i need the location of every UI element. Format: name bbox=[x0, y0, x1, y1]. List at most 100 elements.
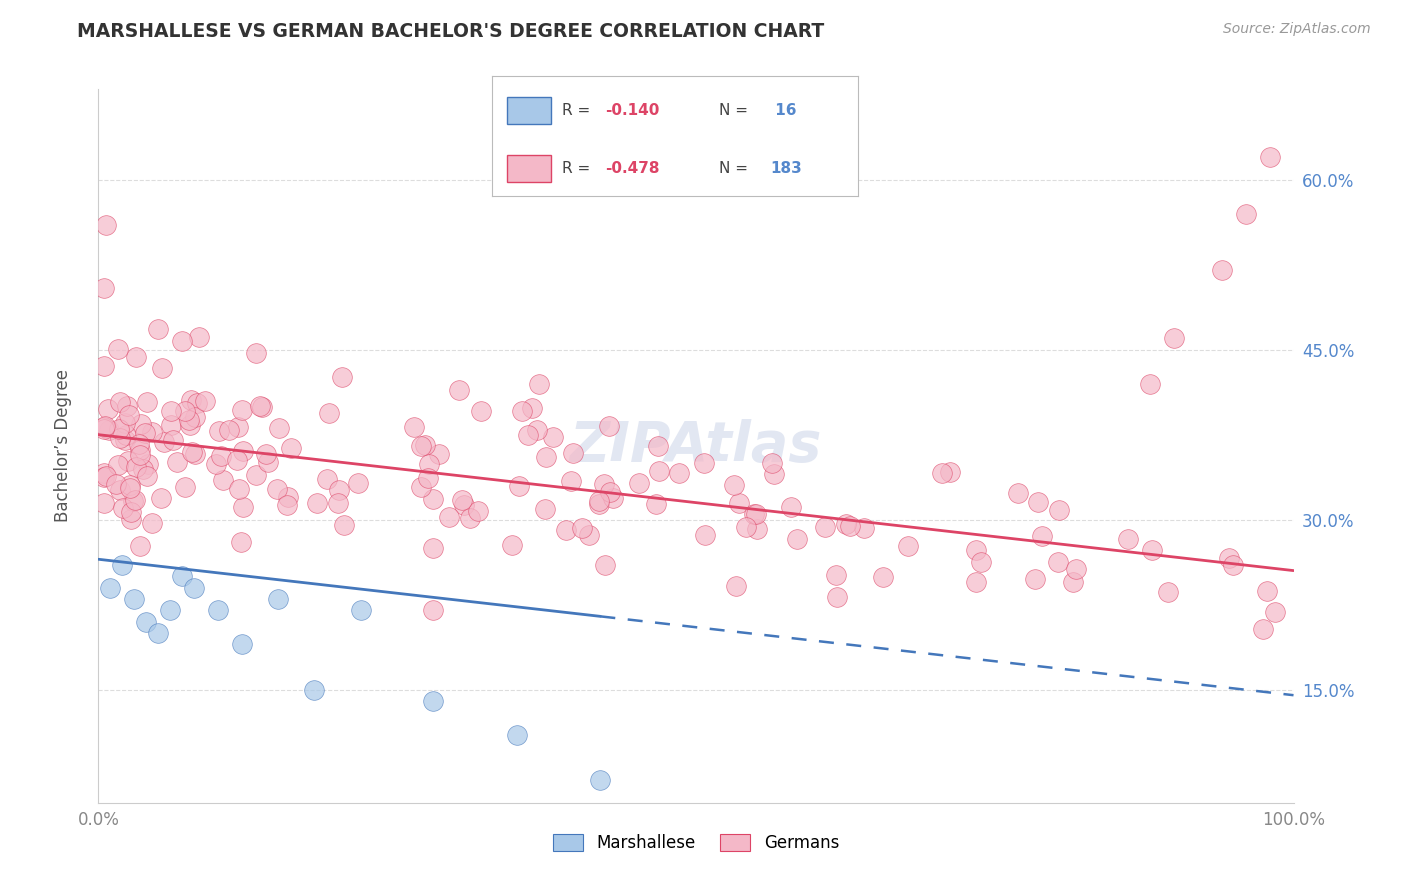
Point bbox=[173, 480, 195, 494]
Point bbox=[194, 394, 217, 409]
Point bbox=[437, 510, 460, 524]
Point bbox=[1234, 207, 1257, 221]
Point bbox=[93, 359, 115, 373]
Point bbox=[93, 422, 115, 436]
Point bbox=[588, 494, 610, 508]
Point bbox=[184, 447, 207, 461]
Point bbox=[1116, 533, 1139, 547]
Point bbox=[328, 483, 350, 497]
Point bbox=[1140, 542, 1163, 557]
Point bbox=[128, 443, 150, 458]
Legend: Marshallese, Germans: Marshallese, Germans bbox=[546, 827, 846, 859]
Point bbox=[118, 408, 141, 422]
Point bbox=[120, 481, 142, 495]
Point bbox=[162, 433, 184, 447]
Point bbox=[122, 494, 145, 508]
Point bbox=[211, 473, 233, 487]
Text: Bachelor’s Degree: Bachelor’s Degree bbox=[55, 369, 72, 523]
Point bbox=[245, 346, 267, 360]
Point bbox=[135, 395, 157, 409]
Point bbox=[1031, 529, 1053, 543]
Point bbox=[1047, 503, 1070, 517]
Point bbox=[1157, 585, 1180, 599]
Point bbox=[1218, 551, 1240, 566]
Text: ZIPAtlas: ZIPAtlas bbox=[569, 419, 823, 473]
Point bbox=[257, 455, 280, 469]
Point bbox=[965, 543, 987, 558]
Point bbox=[249, 399, 271, 413]
Point bbox=[231, 403, 253, 417]
Point bbox=[280, 441, 302, 455]
Point bbox=[786, 532, 808, 546]
Point bbox=[1222, 558, 1244, 572]
Text: 183: 183 bbox=[770, 161, 801, 176]
Point bbox=[467, 504, 489, 518]
Point bbox=[179, 392, 201, 407]
Point bbox=[159, 603, 181, 617]
Point bbox=[232, 500, 254, 514]
Point bbox=[124, 591, 146, 606]
Point bbox=[315, 472, 337, 486]
Point bbox=[166, 455, 188, 469]
Point bbox=[141, 516, 163, 531]
Point bbox=[824, 567, 846, 582]
Point bbox=[129, 417, 152, 431]
Point bbox=[520, 401, 543, 416]
Text: N =: N = bbox=[718, 161, 752, 176]
Text: 16: 16 bbox=[770, 103, 796, 119]
Point bbox=[150, 360, 173, 375]
Point bbox=[1163, 331, 1185, 345]
Text: MARSHALLESE VS GERMAN BACHELOR'S DEGREE CORRELATION CHART: MARSHALLESE VS GERMAN BACHELOR'S DEGREE … bbox=[77, 22, 824, 41]
Point bbox=[501, 539, 523, 553]
Point bbox=[728, 496, 751, 510]
Point bbox=[117, 453, 139, 467]
Point bbox=[931, 466, 953, 480]
Point bbox=[644, 497, 666, 511]
Point bbox=[104, 477, 127, 491]
Point bbox=[132, 461, 155, 475]
Point bbox=[141, 425, 163, 440]
Point bbox=[347, 475, 370, 490]
Point bbox=[589, 773, 612, 788]
Point bbox=[453, 498, 475, 512]
Point bbox=[422, 491, 444, 506]
Point bbox=[94, 468, 117, 483]
Point bbox=[592, 476, 614, 491]
Bar bbox=[506, 155, 551, 182]
Text: Source: ZipAtlas.com: Source: ZipAtlas.com bbox=[1223, 22, 1371, 37]
Point bbox=[560, 474, 582, 488]
Point bbox=[115, 400, 138, 414]
Point bbox=[120, 511, 142, 525]
Point bbox=[571, 520, 593, 534]
Point bbox=[404, 420, 426, 434]
Point bbox=[734, 520, 756, 534]
Point bbox=[118, 478, 141, 492]
Point bbox=[108, 483, 131, 497]
Point bbox=[939, 465, 962, 479]
Point bbox=[541, 430, 564, 444]
Point bbox=[232, 444, 254, 458]
Point bbox=[723, 477, 745, 491]
Point bbox=[516, 428, 538, 442]
Point bbox=[409, 439, 432, 453]
Point bbox=[148, 322, 170, 336]
Point bbox=[207, 603, 229, 617]
Point bbox=[742, 507, 765, 521]
Point bbox=[761, 457, 783, 471]
Point bbox=[872, 570, 894, 584]
Point bbox=[179, 413, 201, 427]
Point bbox=[97, 402, 120, 417]
Point bbox=[588, 497, 610, 511]
Point bbox=[307, 496, 329, 510]
Point bbox=[330, 369, 353, 384]
Point bbox=[184, 410, 207, 425]
Text: N =: N = bbox=[718, 103, 752, 119]
Point bbox=[172, 334, 194, 348]
Point bbox=[160, 404, 183, 418]
Point bbox=[267, 421, 290, 435]
Point bbox=[409, 480, 432, 494]
Point bbox=[277, 491, 299, 505]
Point bbox=[218, 423, 240, 437]
Point bbox=[318, 405, 340, 419]
Point bbox=[1139, 376, 1161, 391]
